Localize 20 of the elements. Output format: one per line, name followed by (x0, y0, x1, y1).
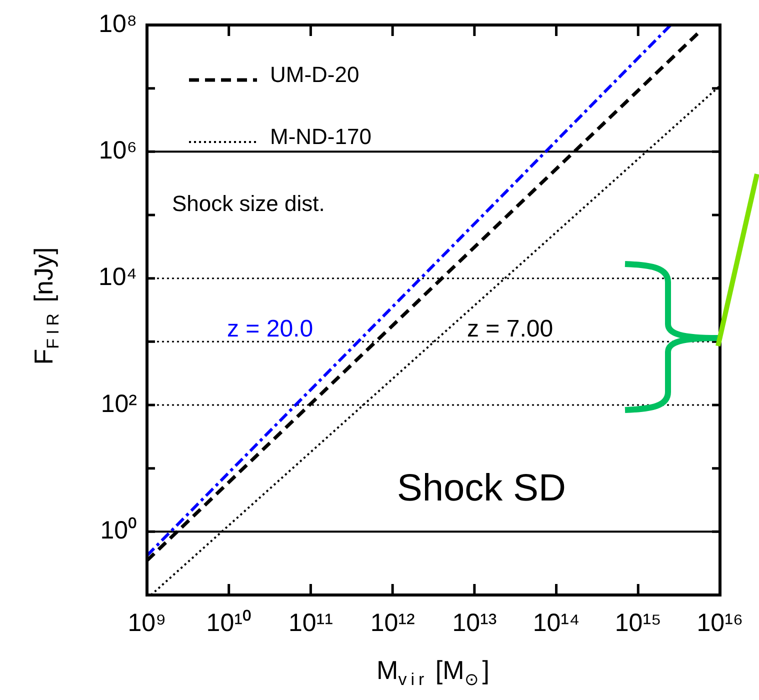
x-tick-label: 10¹² (370, 608, 415, 637)
y-tick-label: 10² (100, 390, 137, 418)
y-tick-label: 10⁰ (100, 516, 137, 545)
annotation: Shock size dist. (172, 191, 325, 216)
annotation: z = 20.0 (227, 316, 314, 343)
x-tick-label: 10¹¹ (288, 608, 333, 637)
x-tick-label: 10⁹ (128, 608, 166, 637)
annotation: Shock SD (397, 467, 566, 510)
y-tick-label: 10⁶ (98, 136, 137, 165)
x-tick-label: 10¹⁵ (614, 608, 662, 637)
y-tick-label: 10⁴ (98, 263, 137, 292)
annotation: z = 7.00 (467, 316, 554, 343)
x-tick-label: 10¹⁶ (696, 608, 744, 637)
legend-label: UM-D-20 (270, 62, 360, 88)
x-tick-label: 10¹⁴ (532, 608, 580, 637)
y-tick-label: 10⁸ (98, 10, 137, 38)
x-tick-label: 10¹⁰ (206, 608, 252, 637)
x-tick-label: 10¹³ (452, 608, 497, 637)
legend-label: M-ND-170 (270, 124, 372, 150)
x-axis-title: M$_{vir}$ [M$_{⊙}$] (376, 655, 490, 690)
